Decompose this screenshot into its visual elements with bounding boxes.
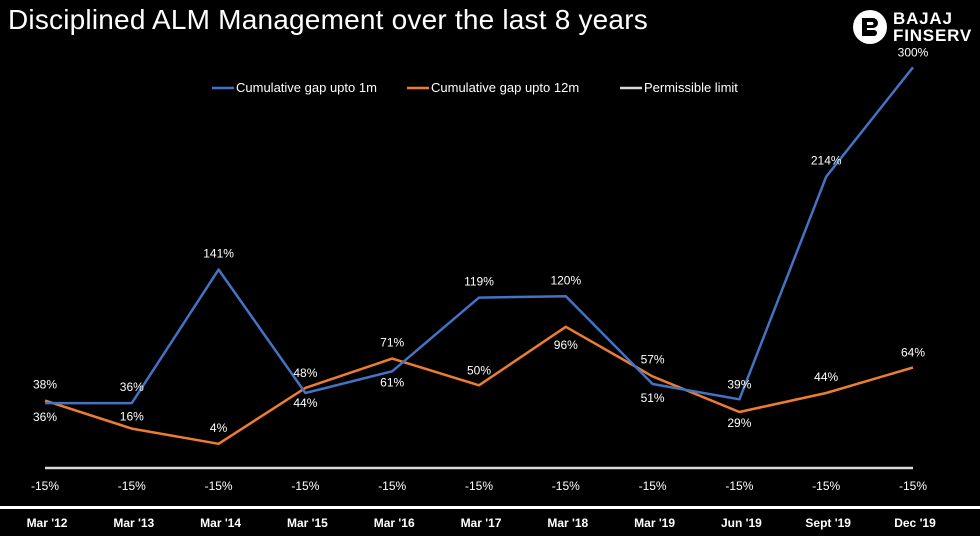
data-label-s2-5: 50% — [467, 363, 491, 377]
logo-text-line2: FINSERV — [893, 26, 972, 45]
data-label-s1-1: 36% — [120, 380, 144, 394]
data-label-s1-4: 61% — [380, 375, 404, 389]
brand-logo: BAJAJ FINSERV — [853, 10, 972, 44]
data-label-s1-2: 141% — [203, 247, 234, 261]
data-label-s3-2: -15% — [205, 479, 233, 493]
data-label-s3-8: -15% — [725, 479, 753, 493]
x-tick-label-8: Jun '19 — [721, 516, 762, 530]
data-label-s2-10: 64% — [901, 346, 925, 360]
data-label-s2-6: 96% — [554, 338, 578, 352]
page-title: Disciplined ALM Management over the last… — [8, 4, 648, 35]
data-label-s1-7: 51% — [641, 391, 665, 405]
data-label-s3-7: -15% — [639, 479, 667, 493]
data-label-s2-0: 38% — [33, 378, 57, 392]
data-label-s2-9: 44% — [814, 370, 838, 384]
data-label-s3-9: -15% — [812, 479, 840, 493]
x-tick-label-10: Dec '19 — [894, 516, 936, 530]
x-tick-label-2: Mar '14 — [200, 516, 241, 530]
data-label-s1-5: 119% — [464, 275, 494, 289]
x-tick-label-7: Mar '19 — [634, 516, 675, 530]
data-label-s3-1: -15% — [118, 479, 146, 493]
data-label-s1-9: 214% — [811, 154, 842, 168]
data-label-s1-0: 36% — [33, 410, 57, 424]
x-tick-label-3: Mar '15 — [287, 516, 328, 530]
x-tick-label-9: Sept '19 — [805, 516, 851, 530]
legend-label-3: Permissible limit — [644, 80, 738, 95]
legend-label-2: Cumulative gap upto 12m — [431, 80, 579, 95]
data-label-s1-10: 300% — [898, 45, 929, 59]
data-label-s1-8: 39% — [727, 377, 751, 391]
series-line-2 — [44, 325, 914, 446]
data-label-s2-7: 57% — [641, 352, 665, 366]
data-label-s3-10: -15% — [899, 479, 927, 493]
x-tick-label-0: Mar '12 — [27, 516, 68, 530]
data-label-s2-8: 29% — [727, 416, 751, 430]
x-tick-label-6: Mar '18 — [547, 516, 588, 530]
data-label-s2-2: 4% — [210, 421, 228, 435]
data-label-s3-4: -15% — [378, 479, 406, 493]
x-tick-label-1: Mar '13 — [113, 516, 154, 530]
x-tick-label-4: Mar '16 — [374, 516, 415, 530]
series-line-1 — [45, 66, 914, 405]
data-label-s3-0: -15% — [31, 479, 59, 493]
data-label-s2-4: 71% — [380, 336, 404, 350]
data-label-s3-6: -15% — [552, 479, 580, 493]
data-label-s3-3: -15% — [291, 479, 319, 493]
legend-label-1: Cumulative gap upto 1m — [236, 80, 377, 95]
data-label-s2-1: 16% — [120, 410, 144, 424]
data-label-s1-3: 44% — [293, 396, 317, 410]
x-axis-line — [0, 506, 980, 509]
data-label-s1-6: 120% — [550, 273, 581, 287]
x-tick-label-5: Mar '17 — [461, 516, 502, 530]
data-label-s3-5: -15% — [465, 479, 493, 493]
logo-text-line1: BAJAJ — [893, 9, 953, 28]
data-label-s2-3: 48% — [293, 366, 317, 380]
bajaj-finserv-logo-icon — [853, 10, 888, 44]
